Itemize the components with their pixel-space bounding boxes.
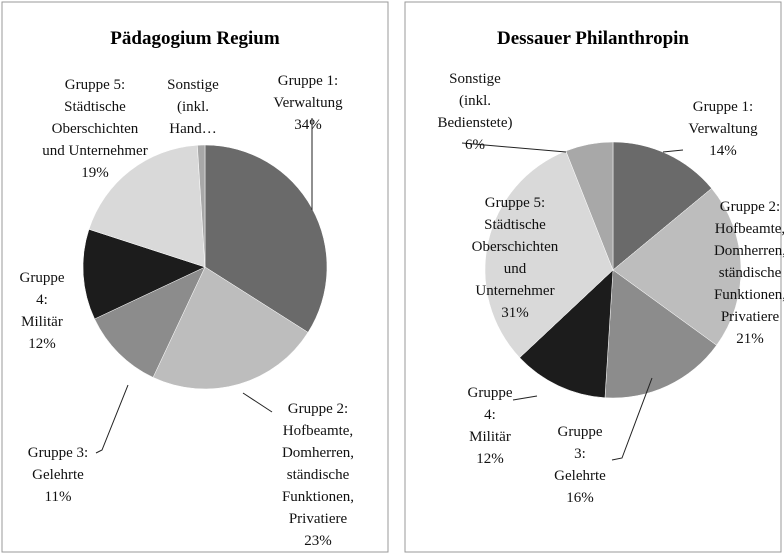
pie-slice: [484, 150, 614, 358]
leader-line: [662, 149, 684, 153]
category-label: Sonstige (inkl. Hand…: [167, 77, 219, 137]
category-label: Gruppe 2: Hofbeamte, Domherren, ständisc…: [713, 199, 784, 325]
chart-title: Dessauer Philanthropin: [497, 28, 689, 49]
slice-label: Gruppe 3: Gelehrte 16%: [554, 421, 606, 509]
value-label: 6%: [464, 137, 485, 153]
category-label: Gruppe 1: Verwaltung: [273, 73, 343, 111]
pie-slice: [88, 144, 206, 268]
leader-line: [512, 395, 538, 401]
slice-label: Gruppe 3: Gelehrte 11%: [28, 442, 88, 508]
pie-slice: [565, 141, 614, 271]
category-label: Gruppe 3: Gelehrte: [554, 424, 606, 484]
value-label: 11%: [44, 489, 72, 505]
pie-slice: [604, 269, 717, 399]
leader-line: [461, 142, 567, 153]
value-label: 31%: [501, 305, 529, 321]
category-label: Gruppe 5: Städtische Oberschichten und U…: [471, 195, 559, 299]
category-label: Gruppe 1: Verwaltung: [688, 99, 758, 137]
category-label: Gruppe 4: Militär: [467, 385, 513, 445]
slice-label: Sonstige (inkl. Bedienstete) 6%: [438, 68, 513, 156]
value-label: 16%: [566, 490, 594, 506]
category-label: Gruppe 4: Militär: [19, 270, 65, 330]
slice-label: Gruppe 5: Städtische Oberschichten und U…: [42, 74, 147, 184]
slice-label: Gruppe 4: Militär 12%: [468, 382, 513, 470]
leader-line: [95, 384, 129, 454]
pie-slice: [612, 188, 742, 346]
value-label: 12%: [476, 451, 504, 467]
value-label: 12%: [28, 336, 56, 352]
value-label: 21%: [736, 331, 764, 347]
panel: [404, 1, 782, 553]
chart-title: Pädagogium Regium: [110, 28, 280, 49]
category-label: Gruppe 3: Gelehrte: [27, 445, 89, 483]
value-label: 14%: [709, 143, 737, 159]
category-label: Gruppe 2: Hofbeamte, Domherren, ständisc…: [281, 401, 355, 527]
slice-label: Gruppe 1: Verwaltung 34%: [273, 70, 342, 136]
leader-line: [242, 392, 273, 413]
category-label: Gruppe 5: Städtische Oberschichten und U…: [42, 77, 148, 159]
slice-label: Gruppe 2: Hofbeamte, Domherren, ständisc…: [282, 398, 354, 552]
value-label: 23%: [304, 533, 332, 549]
panel: [1, 1, 389, 553]
slice-label: Gruppe 5: Städtische Oberschichten und U…: [472, 192, 559, 324]
category-label: Sonstige (inkl. Bedienstete): [437, 71, 513, 131]
slice-label: Gruppe 2: Hofbeamte, Domherren, ständisc…: [714, 196, 784, 350]
pie-slice: [152, 266, 309, 390]
pie-slice: [82, 228, 206, 320]
slice-label: Sonstige (inkl. Hand…: [167, 74, 219, 140]
value-label: 19%: [81, 165, 109, 181]
pie-slice: [612, 141, 712, 271]
pie-slice: [197, 144, 206, 268]
pie-slice: [94, 266, 206, 378]
slice-label: Gruppe 4: Militär 12%: [20, 267, 65, 355]
leader-line: [611, 377, 653, 461]
value-label: 34%: [294, 117, 322, 133]
pie-slice: [519, 269, 614, 399]
slice-label: Gruppe 1: Verwaltung 14%: [688, 96, 757, 162]
